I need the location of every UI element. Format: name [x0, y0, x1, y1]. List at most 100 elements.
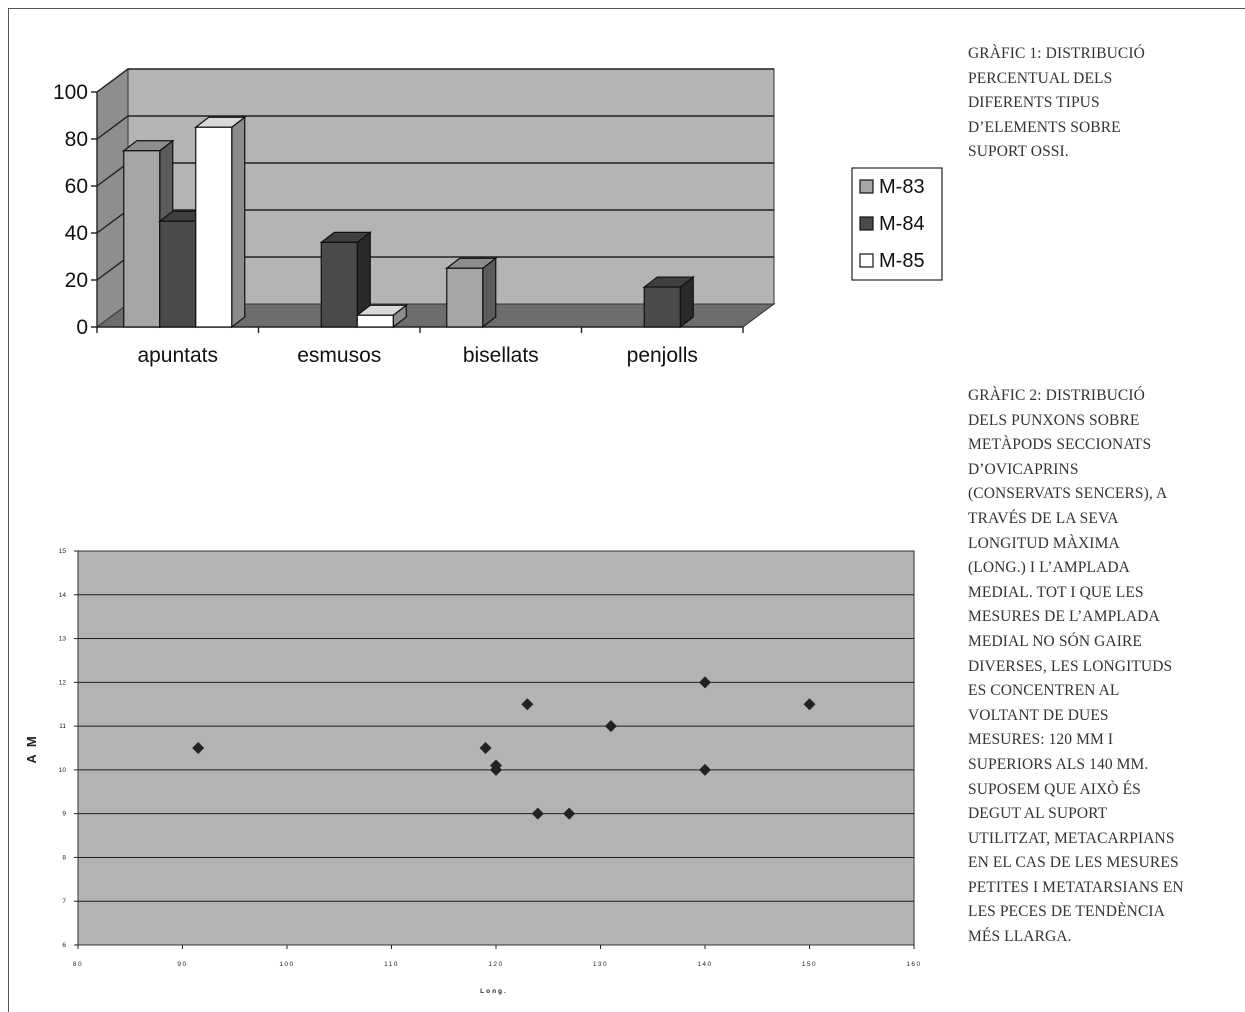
scatter-y-ticks: 6 7 8 9 10 11 12 13 14 15	[59, 548, 78, 949]
x-tick-label: 140	[697, 961, 712, 968]
chart-1-caption: GRÀFIC 1: DISTRIBUCIÓ PERCENTUAL DELS DIFE…	[968, 42, 1223, 165]
frame-left-border	[8, 8, 9, 1012]
y-tick-label: 9	[62, 811, 66, 818]
x-tick-label: apuntats	[137, 344, 218, 367]
caption-line: GRÀFIC 1: DISTRIBUCIÓ	[968, 45, 1145, 62]
y-tick-label: 20	[65, 269, 88, 292]
caption-line: D’OVICAPRINS	[968, 460, 1079, 478]
y-tick-label: 7	[62, 898, 66, 905]
bar-front	[356, 314, 394, 328]
caption-line: D’ELEMENTS SOBRE	[968, 118, 1121, 136]
caption-line: PERCENTUAL DELS	[968, 69, 1113, 87]
scatter-point	[803, 698, 816, 711]
y-tick-label: 13	[59, 636, 67, 643]
caption-line: MÉS LLARGA.	[968, 928, 1072, 946]
x-tick-label: 150	[802, 961, 817, 968]
caption-line: DEGUT AL SUPORT	[968, 805, 1108, 823]
scatter-point	[699, 676, 711, 689]
y-tick-label: 12	[59, 679, 67, 686]
caption-line: EN EL CAS DE LES MESURES	[968, 854, 1179, 872]
x-tick-label: 130	[593, 961, 608, 968]
x-tick-label: 80	[73, 961, 83, 968]
scatter-points	[192, 676, 816, 820]
caption-line: DELS PUNXONS SOBRE	[968, 411, 1140, 429]
bar	[319, 231, 373, 329]
caption-line: LONGITUD MÀXIMA	[968, 534, 1120, 552]
chart-2-caption: GRÀFIC 2: DISTRIBUCIÓ DELS PUNXONS SOBRE M…	[968, 384, 1236, 950]
caption-line: MESURES: 120 MM I	[968, 731, 1114, 749]
caption-line: METÀPODS SECCIONATS	[968, 436, 1152, 454]
caption-line: DIFERENTS TIPUS	[968, 94, 1100, 112]
caption-line: GRÀFIC 2: DISTRIBUCIÓ	[968, 387, 1145, 404]
bar-chart-bars	[121, 116, 696, 329]
legend-swatch	[859, 253, 874, 268]
caption-line: DIVERSES, LES LONGITUDS	[968, 657, 1173, 675]
frame-top-border	[8, 8, 1245, 9]
x-tick-label: 120	[488, 961, 503, 968]
y-tick-label: 80	[65, 128, 88, 151]
y-tick-label: 15	[59, 548, 67, 555]
scatter-chart-2: 6 7 8 9 10 11 12 13 14 15 80 90 100 110 120 130 140 150 1…	[24, 548, 921, 995]
legend-swatch	[859, 216, 874, 231]
caption-line: SUPOSEM QUE AIXÒ ÉS	[968, 780, 1141, 798]
y-tick-label: 6	[62, 942, 66, 949]
bar-chart-legend: M-83 M-84 M-85	[851, 167, 943, 281]
y-tick-label: 11	[59, 723, 66, 730]
scatter-y-axis-label: A M	[24, 734, 39, 763]
caption-line: TRAVÉS DE LA SEVA	[968, 509, 1119, 527]
caption-line: MEDIAL NO SÓN GAIRE	[968, 632, 1142, 650]
gridline	[96, 115, 774, 140]
x-tick-label: 160	[906, 961, 921, 968]
y-tick-label: 40	[65, 222, 88, 245]
scatter-point	[531, 807, 544, 820]
x-tick-label: penjolls	[627, 344, 698, 367]
x-tick-label: 90	[177, 961, 187, 968]
bar-front	[446, 267, 484, 328]
gridline	[96, 68, 774, 93]
scatter-x-axis-label: Long.	[480, 988, 508, 995]
legend-label: M-83	[879, 176, 925, 198]
scatter-plot-area	[77, 550, 915, 946]
y-tick-label: 60	[65, 175, 88, 198]
caption-line: (CONSERVATS SENCERS), A	[968, 485, 1168, 503]
bar-front	[195, 126, 233, 328]
bar	[355, 304, 409, 329]
bar-front	[320, 241, 358, 328]
scatter-point	[521, 698, 534, 711]
bar	[642, 275, 696, 329]
x-tick-label: bisellats	[463, 344, 539, 367]
caption-line: PETITES I METATARSIANS EN	[968, 878, 1184, 896]
bar	[444, 257, 498, 329]
caption-line: MESURES DE L’AMPLADA	[968, 608, 1160, 626]
bar-front	[643, 286, 681, 328]
bar-chart-1: 0 20 40 60 80 100 apuntats esmusos bisellats pen…	[53, 68, 943, 367]
scatter-point	[604, 720, 617, 733]
caption-line: LES PECES DE TENDÈNCIA	[968, 903, 1165, 921]
scatter-point	[563, 807, 576, 820]
caption-line: ES CONCENTREN AL	[968, 682, 1120, 700]
caption-line: UTILITZAT, METACARPIANS	[968, 829, 1175, 847]
scatter-point	[192, 742, 205, 754]
caption-line: VOLTANT DE DUES	[968, 706, 1109, 724]
scatter-point	[479, 742, 492, 754]
caption-line: SUPORT OSSI.	[968, 143, 1069, 161]
scatter-x-ticks: 80 90 100 110 120 130 140 150 160	[73, 945, 921, 968]
bar-chart-y-axis: 0 20 40 60 80 100	[53, 81, 98, 339]
y-tick-label: 100	[53, 81, 88, 104]
scatter-point	[490, 763, 502, 776]
scatter-plot-background	[77, 550, 915, 946]
legend-swatch	[859, 179, 874, 194]
x-tick-label: esmusos	[297, 344, 381, 367]
x-tick-label: 100	[279, 961, 294, 968]
y-tick-label: 8	[62, 854, 66, 861]
y-tick-label: 14	[59, 592, 67, 599]
x-tick-label: 110	[384, 961, 399, 968]
legend-label: M-84	[879, 213, 925, 235]
caption-line: SUPERIORS ALS 140 MM.	[968, 755, 1149, 773]
y-tick-label: 10	[59, 767, 67, 774]
caption-line: (LONG.) I L’AMPLADA	[968, 559, 1130, 577]
caption-line: MEDIAL. TOT I QUE LES	[968, 583, 1144, 601]
scatter-point	[699, 763, 711, 776]
bar-front	[123, 150, 161, 328]
y-tick-label: 0	[76, 316, 88, 339]
